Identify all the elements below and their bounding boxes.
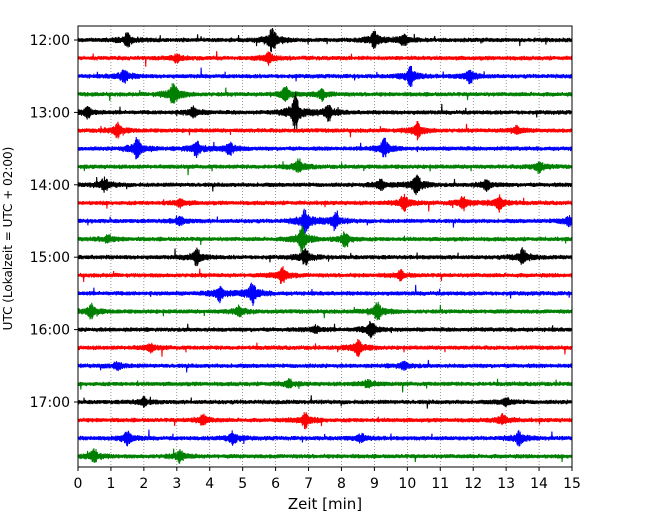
trace-1730: [77, 429, 573, 447]
x-tick-label: 10: [398, 476, 416, 492]
trace-1545: [77, 301, 573, 321]
y-axis-label: UTC (Lokalzeit = UTC + 02:00): [1, 147, 15, 331]
trace-line: [77, 301, 573, 321]
trace-line: [77, 65, 573, 88]
x-tick-label: 6: [271, 476, 280, 492]
trace-line: [77, 174, 573, 196]
trace-line: [77, 359, 573, 373]
trace-1230: [77, 65, 573, 88]
y-tick-label: 13:00: [30, 105, 70, 121]
trace-line: [77, 266, 573, 284]
trace-line: [77, 282, 573, 306]
trace-line: [77, 136, 573, 160]
trace-1500: [77, 247, 573, 267]
trace-1445: [77, 225, 573, 253]
trace-line: [77, 378, 573, 393]
y-tick-label: 12:00: [30, 33, 70, 49]
y-tick-label: 16:00: [30, 323, 70, 339]
trace-1245: [77, 83, 573, 104]
trace-line: [77, 51, 573, 67]
x-tick-label: 13: [497, 476, 515, 492]
trace-line: [77, 247, 573, 267]
trace-1430: [77, 208, 573, 234]
trace-line: [77, 28, 573, 53]
trace-line: [77, 225, 573, 253]
trace-line: [77, 448, 573, 464]
x-tick-label: 2: [139, 476, 148, 492]
x-axis-ticks: 0 1 2 3 4 5 6 7 8 9 10 11 12 13 14 15: [74, 467, 581, 492]
trace-1745: [77, 448, 573, 464]
y-axis-ticks: 12:00 13:00 14:00 15:00 16:00 17:00: [30, 33, 78, 411]
trace-group: [77, 28, 573, 464]
x-tick-label: 8: [337, 476, 346, 492]
trace-1345: [77, 158, 573, 176]
x-tick-label: 0: [74, 476, 83, 492]
trace-1700: [77, 395, 573, 409]
trace-1600: [77, 320, 573, 339]
x-tick-label: 14: [530, 476, 548, 492]
x-axis-label: Zeit [min]: [288, 495, 362, 513]
trace-1300: [77, 92, 573, 130]
trace-1215: [77, 51, 573, 67]
y-tick-label: 17:00: [30, 395, 70, 411]
trace-line: [77, 395, 573, 409]
trace-line: [77, 208, 573, 234]
trace-line: [77, 338, 573, 358]
trace-line: [77, 320, 573, 339]
y-tick-label: 14:00: [30, 178, 70, 194]
trace-line: [77, 92, 573, 130]
x-tick-label: 11: [431, 476, 449, 492]
trace-1630: [77, 359, 573, 373]
plot-frame: [77, 25, 573, 468]
trace-1415: [77, 193, 573, 213]
trace-1530: [77, 282, 573, 306]
x-tick-label: 3: [172, 476, 181, 492]
trace-1400: [77, 174, 573, 196]
trace-line: [77, 193, 573, 213]
trace-1315: [77, 121, 573, 141]
trace-line: [77, 412, 573, 430]
x-tick-label: 1: [106, 476, 115, 492]
trace-1645: [77, 378, 573, 393]
x-tick-label: 7: [304, 476, 313, 492]
y-tick-label: 15:00: [30, 250, 70, 266]
x-tick-label: 9: [370, 476, 379, 492]
trace-1200: [77, 28, 573, 53]
trace-line: [77, 158, 573, 176]
trace-line: [77, 83, 573, 104]
x-tick-label: 4: [205, 476, 214, 492]
trace-line: [77, 121, 573, 141]
trace-1515: [77, 266, 573, 284]
trace-line: [77, 429, 573, 447]
trace-1715: [77, 412, 573, 430]
x-tick-label: 12: [464, 476, 482, 492]
x-tick-label: 15: [563, 476, 581, 492]
x-tick-label: 5: [238, 476, 247, 492]
trace-1330: [77, 136, 573, 160]
trace-1615: [77, 338, 573, 358]
